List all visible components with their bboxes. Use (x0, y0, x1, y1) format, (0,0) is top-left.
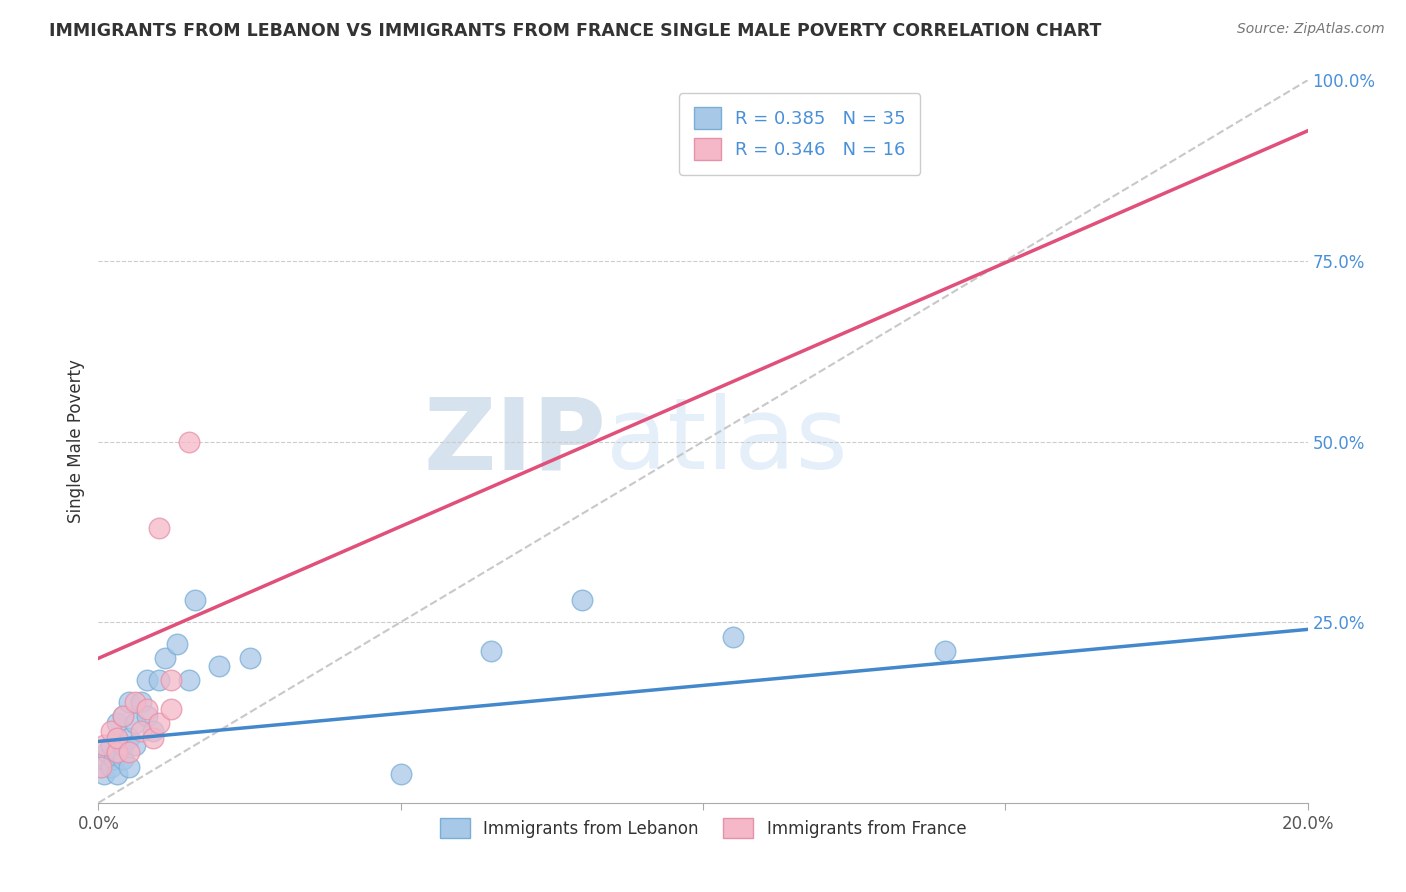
Immigrants from France (93, 738, 115, 752)
Immigrants from France (105, 731, 128, 745)
Immigrants from Lebanon (118, 695, 141, 709)
Immigrants from Lebanon (124, 738, 146, 752)
Immigrants from Lebanon (142, 723, 165, 738)
Immigrants from Lebanon (239, 651, 262, 665)
Immigrants from France (148, 716, 170, 731)
Immigrants from Lebanon (105, 767, 128, 781)
Immigrants from Lebanon (111, 752, 134, 766)
Immigrants from Lebanon (208, 658, 231, 673)
Immigrants from France (142, 731, 165, 745)
Immigrants from France (160, 702, 183, 716)
Immigrants from Lebanon (111, 738, 134, 752)
Immigrants from Lebanon (100, 760, 122, 774)
Y-axis label: Single Male Poverty: Single Male Poverty (66, 359, 84, 524)
Immigrants from Lebanon (571, 593, 593, 607)
Immigrants from Lebanon (135, 709, 157, 723)
Immigrants from Lebanon (723, 630, 745, 644)
Immigrants from Lebanon (934, 644, 956, 658)
Immigrants from Lebanon (389, 767, 412, 781)
Immigrants from Lebanon (481, 644, 503, 658)
Immigrants from Lebanon (105, 716, 128, 731)
Immigrants from Lebanon (93, 752, 115, 766)
Immigrants from France (124, 695, 146, 709)
Text: Source: ZipAtlas.com: Source: ZipAtlas.com (1237, 22, 1385, 37)
Immigrants from Lebanon (105, 745, 128, 759)
Text: atlas: atlas (606, 393, 848, 490)
Immigrants from France (160, 673, 183, 687)
Immigrants from France (111, 709, 134, 723)
Immigrants from Lebanon (118, 731, 141, 745)
Legend: Immigrants from Lebanon, Immigrants from France: Immigrants from Lebanon, Immigrants from… (433, 812, 973, 845)
Immigrants from Lebanon (105, 731, 128, 745)
Immigrants from France (105, 745, 128, 759)
Immigrants from France (129, 723, 152, 738)
Immigrants from Lebanon (93, 767, 115, 781)
Immigrants from Lebanon (129, 695, 152, 709)
Immigrants from France (100, 723, 122, 738)
Immigrants from Lebanon (179, 673, 201, 687)
Immigrants from France (118, 745, 141, 759)
Immigrants from Lebanon (103, 752, 125, 766)
Text: ZIP: ZIP (423, 393, 606, 490)
Immigrants from France (90, 760, 112, 774)
Immigrants from Lebanon (111, 709, 134, 723)
Immigrants from Lebanon (184, 593, 207, 607)
Immigrants from Lebanon (124, 716, 146, 731)
Immigrants from France (179, 434, 201, 449)
Immigrants from Lebanon (90, 760, 112, 774)
Immigrants from France (135, 702, 157, 716)
Immigrants from Lebanon (166, 637, 188, 651)
Immigrants from Lebanon (153, 651, 176, 665)
Immigrants from Lebanon (100, 738, 122, 752)
Immigrants from France (148, 521, 170, 535)
Immigrants from Lebanon (135, 673, 157, 687)
Immigrants from Lebanon (96, 745, 118, 759)
Immigrants from Lebanon (118, 760, 141, 774)
Text: IMMIGRANTS FROM LEBANON VS IMMIGRANTS FROM FRANCE SINGLE MALE POVERTY CORRELATIO: IMMIGRANTS FROM LEBANON VS IMMIGRANTS FR… (49, 22, 1101, 40)
Immigrants from Lebanon (148, 673, 170, 687)
